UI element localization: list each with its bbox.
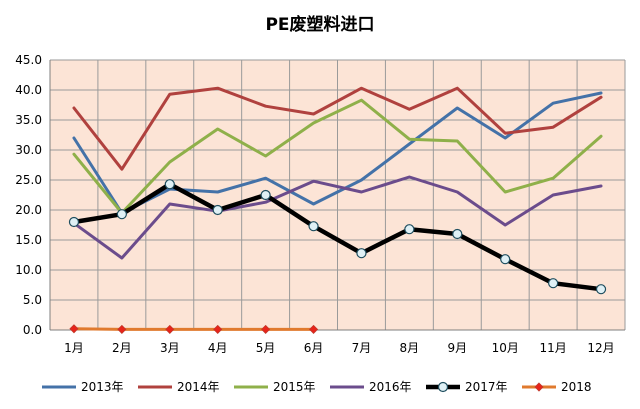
data-point	[452, 228, 463, 240]
legend-marker	[534, 382, 544, 392]
data-point	[213, 324, 223, 334]
y-tick-label: 15.0	[15, 233, 42, 247]
series-line	[72, 327, 316, 331]
y-tick-label: 0.0	[23, 323, 42, 337]
data-point	[117, 324, 127, 334]
legend-item: 2016年	[330, 380, 412, 394]
x-tick-label: 1月	[64, 341, 84, 355]
series-4	[72, 175, 603, 260]
y-tick-label: 20.0	[15, 203, 42, 217]
legend: 2013年 2014年 2015年 2016年 2017年 2018	[42, 380, 592, 394]
data-point	[356, 248, 367, 259]
x-tick-label: 8月	[400, 341, 420, 355]
data-point	[404, 224, 415, 235]
legend-item: 2018	[522, 380, 592, 394]
y-tick-label: 30.0	[15, 143, 42, 157]
y-tick-label: 25.0	[15, 173, 42, 187]
legend-item: 2013年	[42, 380, 124, 394]
x-tick-label: 10月	[492, 341, 519, 355]
data-point	[261, 324, 271, 334]
series-line	[71, 181, 604, 292]
series-line	[72, 98, 603, 215]
x-tick-label: 11月	[539, 341, 566, 355]
chart-title: PE废塑料进口	[265, 14, 374, 35]
data-point	[260, 189, 271, 201]
data-point	[595, 284, 607, 295]
data-point	[165, 324, 175, 334]
x-tick-label: 7月	[352, 341, 372, 355]
legend-marker	[437, 381, 449, 393]
legend-label: 2016年	[369, 380, 412, 394]
y-tick-label: 35.0	[15, 113, 42, 127]
legend-label: 2014年	[177, 380, 220, 394]
series-6	[69, 324, 319, 334]
x-tick-label: 4月	[208, 341, 228, 355]
legend-label: 2015年	[273, 380, 316, 394]
series-5	[68, 179, 607, 295]
data-point	[308, 324, 319, 334]
series-2	[72, 86, 603, 171]
series-3	[72, 98, 603, 215]
series-line	[72, 86, 603, 171]
data-point	[308, 221, 319, 232]
data-point	[500, 254, 511, 265]
data-point	[68, 216, 80, 228]
data-point	[69, 324, 79, 334]
data-point	[164, 179, 175, 190]
legend-item: 2014年	[138, 380, 220, 394]
axes: 0.0 5.0 10.0 15.0 20.0 25.0 30.0 35.0 40.0 45.0 1月…	[15, 53, 625, 355]
legend-label: 2017年	[465, 380, 508, 394]
legend-label: 2018	[561, 380, 592, 394]
data-point	[212, 204, 223, 216]
series-line	[72, 175, 603, 260]
x-tick-label: 9月	[447, 341, 467, 355]
x-tick-label: 12月	[587, 341, 614, 355]
data-point	[116, 209, 127, 220]
legend-item: 2017年	[426, 380, 508, 394]
legend-label: 2013年	[81, 380, 124, 394]
series-lines	[68, 86, 607, 334]
y-tick-label: 5.0	[23, 293, 42, 307]
data-point	[548, 278, 559, 289]
x-tick-label: 5月	[256, 341, 276, 355]
y-tick-label: 10.0	[15, 263, 42, 277]
legend-item: 2015年	[234, 380, 316, 394]
x-tick-label: 2月	[112, 341, 132, 355]
x-tick-label: 6月	[304, 341, 324, 355]
y-tick-label: 40.0	[15, 83, 42, 97]
x-tick-label: 3月	[160, 341, 180, 355]
y-tick-label: 45.0	[15, 53, 42, 67]
